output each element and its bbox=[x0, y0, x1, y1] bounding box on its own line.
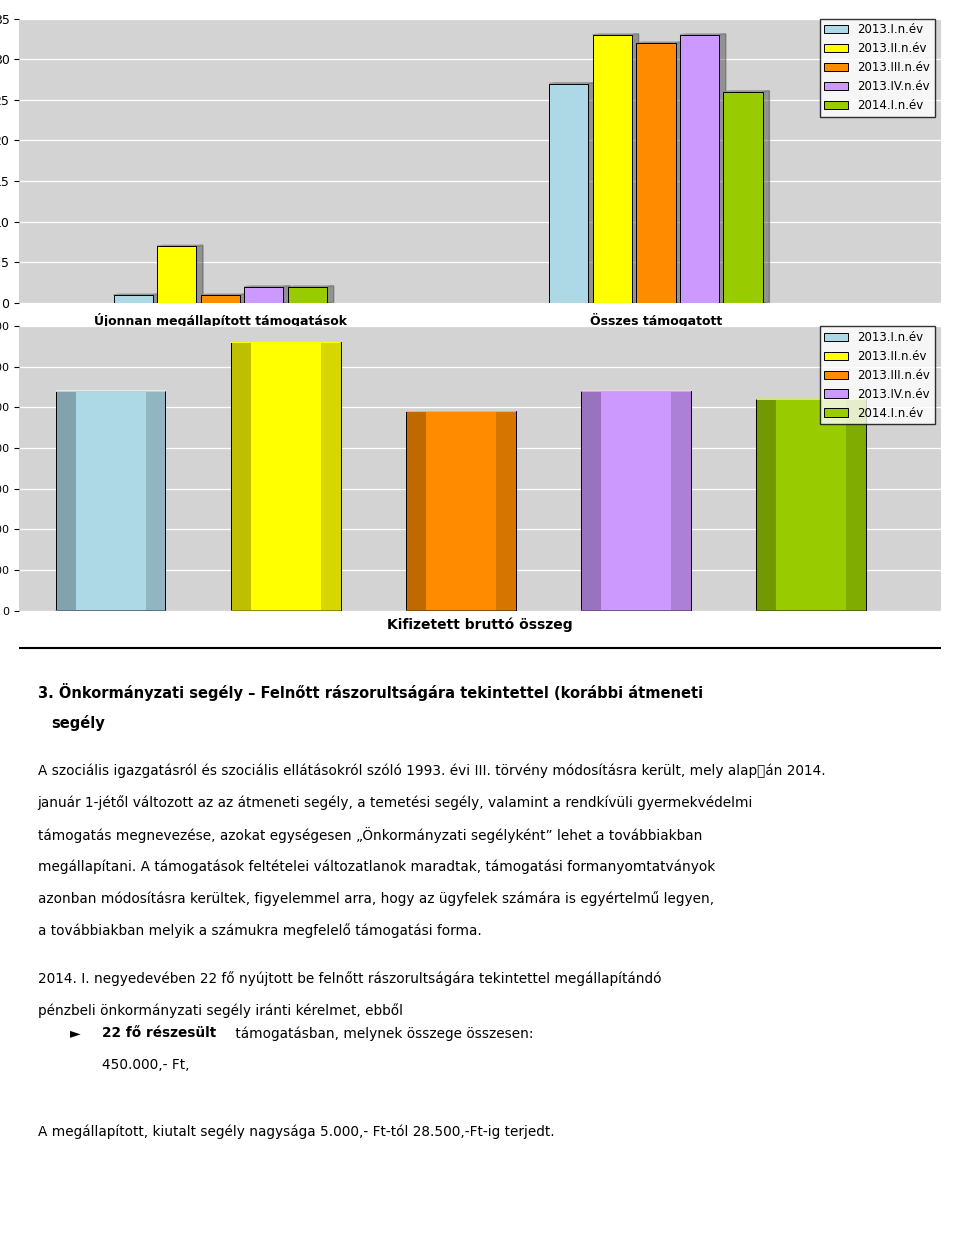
Legend: 2013.I.n.év, 2013.II.n.év, 2013.III.n.év, 2013.IV.n.év, 2014.I.n.év: 2013.I.n.év, 2013.II.n.év, 2013.III.n.év… bbox=[820, 19, 935, 117]
Text: támogatásban, melynek összege összesen:: támogatásban, melynek összege összesen: bbox=[231, 1027, 534, 1040]
Bar bbox=[201, 295, 240, 304]
Bar bbox=[231, 342, 341, 611]
Bar bbox=[321, 342, 341, 611]
Polygon shape bbox=[153, 294, 159, 304]
Text: 22 fő részesült: 22 fő részesült bbox=[102, 1027, 216, 1040]
Bar bbox=[406, 411, 516, 611]
Polygon shape bbox=[762, 91, 769, 304]
Text: ►: ► bbox=[70, 1027, 81, 1040]
Bar bbox=[582, 391, 691, 611]
Bar bbox=[157, 246, 196, 304]
Bar bbox=[288, 286, 327, 304]
Text: A megállapított, kiutalt segély nagysága 5.000,- Ft-tól 28.500,-Ft-ig terjedt.: A megállapított, kiutalt segély nagysága… bbox=[37, 1124, 554, 1139]
Bar bbox=[231, 342, 251, 611]
Bar bbox=[582, 391, 601, 611]
Text: 2014. I. negyedevében 22 fő nyújtott be felnőtt rászorultságára tekintettel megá: 2014. I. negyedevében 22 fő nyújtott be … bbox=[37, 971, 661, 986]
Text: segély: segély bbox=[52, 714, 106, 731]
Legend: 2013.I.n.év, 2013.II.n.év, 2013.III.n.év, 2013.IV.n.év, 2014.I.n.év: 2013.I.n.év, 2013.II.n.év, 2013.III.n.év… bbox=[820, 326, 935, 424]
Text: azonban módosításra kerültek, figyelemmel arra, hogy az ügyfelek számára is egyé: azonban módosításra kerültek, figyelemme… bbox=[37, 891, 713, 906]
Bar bbox=[756, 399, 866, 611]
Bar bbox=[756, 399, 866, 611]
Bar bbox=[406, 411, 516, 611]
Bar bbox=[146, 391, 165, 611]
Polygon shape bbox=[676, 42, 683, 304]
Polygon shape bbox=[283, 286, 290, 304]
Bar bbox=[406, 411, 426, 611]
Text: támogatás megnevezése, azokat egységesen „Önkormányzati segélyként” lehet a tová: támogatás megnevezése, azokat egységesen… bbox=[37, 827, 702, 843]
Polygon shape bbox=[632, 35, 638, 304]
Bar bbox=[56, 391, 165, 611]
Text: 450.000,- Ft,: 450.000,- Ft, bbox=[102, 1059, 190, 1072]
Bar bbox=[756, 399, 777, 611]
Bar bbox=[244, 286, 283, 304]
Text: 3. Önkormányzati segély – Felnőtt rászorultságára tekintettel (korábbi átmeneti: 3. Önkormányzati segély – Felnőtt rászor… bbox=[37, 682, 703, 701]
Bar bbox=[496, 411, 516, 611]
Polygon shape bbox=[240, 294, 247, 304]
Text: pénzbeli önkormányzati segély iránti kérelmet, ebből: pénzbeli önkormányzati segély iránti kér… bbox=[37, 1003, 402, 1018]
Polygon shape bbox=[588, 83, 595, 304]
Bar bbox=[592, 35, 632, 304]
Bar bbox=[113, 295, 153, 304]
Bar bbox=[549, 84, 588, 304]
Bar bbox=[56, 391, 76, 611]
Polygon shape bbox=[719, 35, 726, 304]
Bar bbox=[56, 391, 165, 611]
Text: A szociális igazgatásról és szociális ellátásokról szóló 1993. évi III. törvény : A szociális igazgatásról és szociális el… bbox=[37, 763, 826, 777]
Text: megállapítani. A támogatások feltételei változatlanok maradtak, támogatási forma: megállapítani. A támogatások feltételei … bbox=[37, 859, 715, 874]
Polygon shape bbox=[327, 286, 334, 304]
Bar bbox=[680, 35, 719, 304]
Text: január 1-jétől változott az az átmeneti segély, a temetési segély, valamint a re: január 1-jétől változott az az átmeneti … bbox=[37, 795, 753, 810]
Bar bbox=[582, 391, 691, 611]
Bar bbox=[847, 399, 866, 611]
Bar bbox=[671, 391, 691, 611]
Text: a továbbiakban melyik a számukra megfelelő támogatási forma.: a továbbiakban melyik a számukra megfele… bbox=[37, 923, 481, 938]
Bar bbox=[724, 91, 762, 304]
Bar bbox=[636, 43, 676, 304]
Bar bbox=[231, 342, 341, 611]
X-axis label: Kifizetett bruttó összeg: Kifizetett bruttó összeg bbox=[387, 617, 573, 632]
Polygon shape bbox=[196, 246, 203, 304]
